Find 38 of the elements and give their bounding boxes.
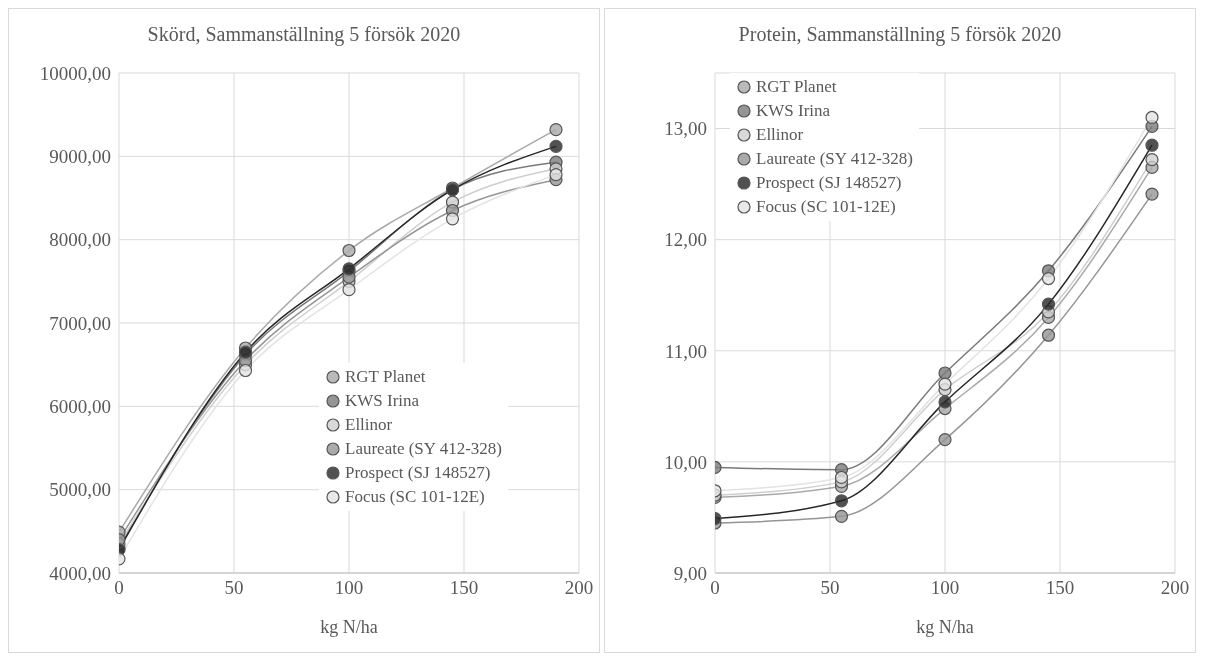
x-tick-label: 50 (820, 577, 840, 599)
y-tick-label: 10,00 (664, 451, 707, 473)
x-tick-label: 100 (334, 577, 364, 599)
x-tick-label: 50 (224, 577, 244, 599)
y-tick-label: 9000,00 (49, 146, 111, 168)
x-axis-title: kg N/ha (320, 617, 378, 637)
x-tick-label: 0 (114, 577, 124, 599)
x-tick-label: 200 (564, 577, 594, 599)
y-tick-label: 10000,00 (39, 62, 111, 84)
x-tick-label: 100 (930, 577, 960, 599)
y-tick-label: 8000,00 (49, 229, 111, 251)
legend-label: RGT Planet (756, 76, 837, 98)
chart-title: Protein, Sammanställning 5 försök 2020 (737, 23, 1063, 48)
legend-label: Laureate (SY 412-328) (345, 438, 503, 460)
y-tick-label: 12,00 (664, 229, 707, 251)
legend-label: Laureate (SY 412-328) (756, 148, 914, 170)
y-tick-label: 7000,00 (49, 312, 111, 334)
legend-label: Focus (SC 101-12E) (756, 196, 896, 218)
x-tick-label: 200 (1160, 577, 1190, 599)
y-tick-label: 13,00 (664, 118, 707, 140)
x-tick-label: 0 (710, 577, 720, 599)
x-tick-label: 150 (449, 577, 479, 599)
legend-label: Prospect (SJ 148527) (756, 172, 902, 194)
x-tick-label: 150 (1045, 577, 1075, 599)
legend-label: KWS Irina (756, 100, 831, 122)
legend-label: KWS Irina (345, 390, 420, 412)
chart-title: Skörd, Sammanställning 5 försök 2020 (146, 23, 462, 48)
legend-label: Prospect (SJ 148527) (345, 462, 491, 484)
y-tick-label: 11,00 (664, 340, 707, 362)
y-tick-label: 5000,00 (49, 479, 111, 501)
legend-label: RGT Planet (345, 366, 426, 388)
legend-label: Focus (SC 101-12E) (345, 486, 485, 508)
y-tick-label: 6000,00 (49, 396, 111, 418)
y-tick-label: 4000,00 (49, 562, 111, 584)
y-tick-label: 9,00 (673, 562, 707, 584)
x-axis-title: kg N/ha (916, 617, 974, 637)
legend-label: Ellinor (756, 124, 804, 146)
legend-label: Ellinor (345, 414, 393, 436)
